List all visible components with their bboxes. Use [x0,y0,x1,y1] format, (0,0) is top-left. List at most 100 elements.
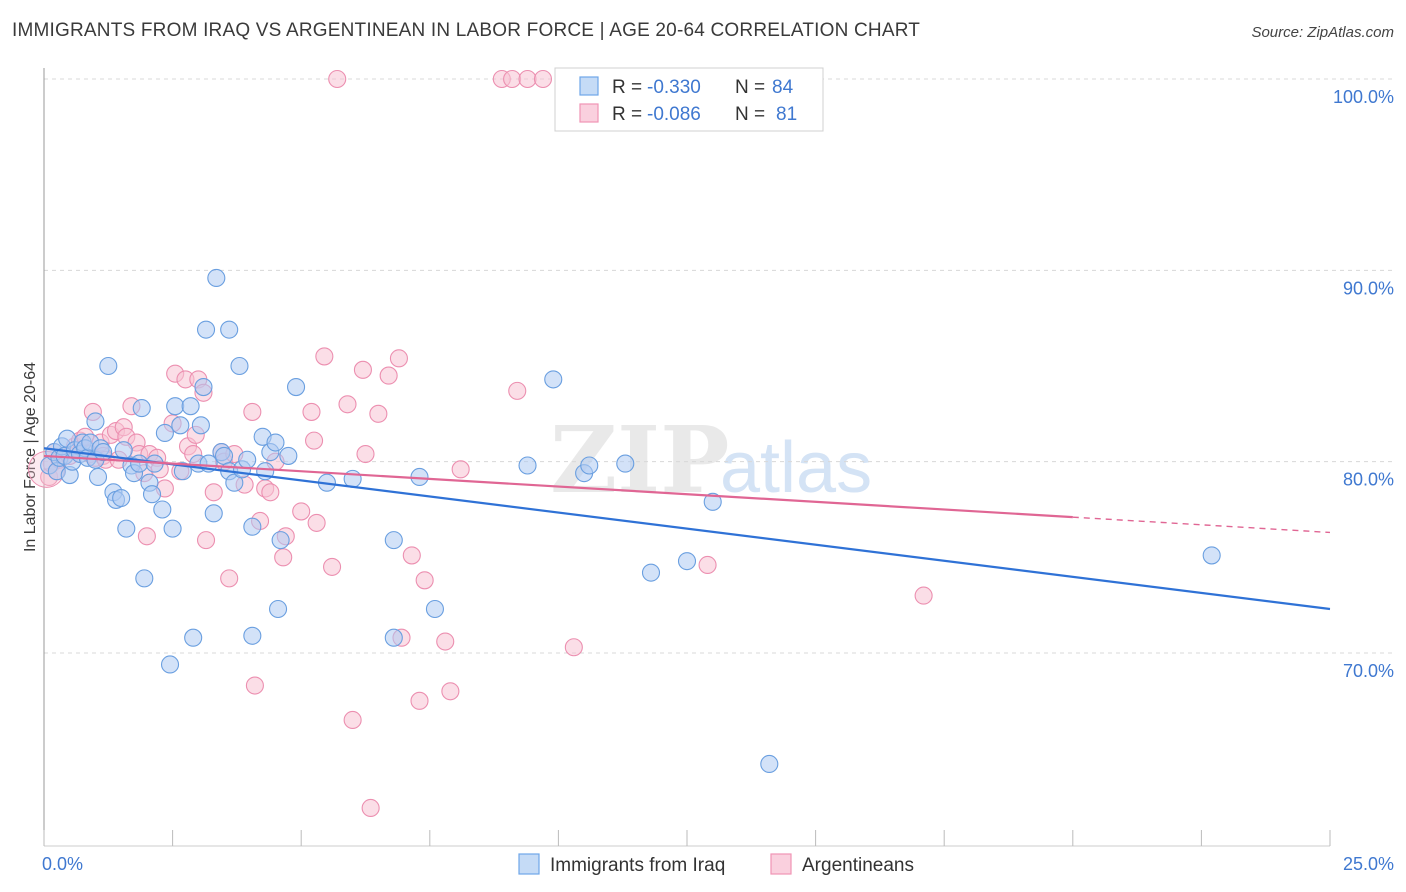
stats-legend-r-label-blue: R = [612,77,642,98]
point-iraq [425,599,444,619]
point-iraq [266,433,285,452]
point-iraq [238,450,257,469]
point-iraq [160,655,180,674]
y-tick-label: 90.0% [1343,278,1394,298]
chart-title: IMMIGRANTS FROM IRAQ VS ARGENTINEAN IN L… [12,20,921,41]
point-iraq [384,531,403,550]
point-argentineans [328,69,347,89]
point-iraq [214,446,234,465]
point-argentineans [564,638,583,657]
trend-line-argentineans [43,454,1073,519]
point-iraq [384,628,403,647]
point-iraq [271,531,290,550]
point-argentineans [914,586,933,605]
point-argentineans [307,513,326,532]
point-iraq [207,268,226,288]
point-argentineans [402,546,421,565]
point-argentineans [353,360,372,379]
series-legend: Immigrants from Iraq Argentineans [518,853,914,876]
point-argentineans [261,483,280,502]
trend-line-argentineans-extrapolated [1072,516,1331,534]
point-argentineans [305,431,324,450]
point-argentineans [137,527,156,546]
y-tick-label: 100.0% [1333,87,1394,107]
stats-legend-swatch-blue [579,76,599,96]
y-tick-label: 70.0% [1343,661,1394,681]
stats-legend-n-value-blue: 84 [772,77,794,98]
point-argentineans [356,444,375,464]
point-argentineans [369,404,388,423]
watermark-zip: ZIP [550,406,729,514]
point-iraq [181,397,200,416]
point-iraq [243,517,262,536]
point-iraq [142,485,162,504]
y-axis-label: In Labor Force | Age 20-64 [22,362,39,552]
point-iraq [135,569,154,588]
point-argentineans [503,69,522,89]
point-argentineans [245,676,264,695]
point-argentineans [323,557,342,576]
point-iraq [580,456,599,475]
point-iraq [204,504,223,523]
point-iraq [99,356,118,376]
point-iraq [641,563,661,582]
point-iraq [194,377,213,397]
point-argentineans [361,798,380,818]
x-ticks [43,830,1331,846]
point-iraq [114,441,133,460]
point-argentineans [315,347,334,366]
stats-legend-swatch-pink [579,103,599,123]
point-iraq [196,320,216,339]
point-argentineans [441,682,460,701]
point-iraq [191,416,210,435]
stats-legend-n-label-blue: N = [735,77,765,98]
stats-legend: R = -0.330 N = 84 R = -0.086 N = 81 [554,67,824,132]
point-argentineans [533,69,553,89]
point-argentineans [274,548,293,567]
point-argentineans [292,502,311,521]
trend-lines [43,447,1331,611]
point-iraq [279,446,298,465]
point-iraq [130,454,149,473]
point-iraq [703,492,722,511]
point-iraq [163,519,182,538]
point-iraq [269,599,288,619]
point-iraq [677,552,697,571]
point-argentineans [410,691,429,710]
y-tick-labels: 70.0% 80.0% 90.0% 100.0% [1333,87,1394,681]
legend-swatch-iraq [518,853,540,875]
point-argentineans [220,569,239,588]
point-argentineans [343,710,362,730]
point-iraq [760,754,779,774]
point-iraq [86,412,105,431]
trend-line-iraq [43,447,1331,611]
x-tick-label-min: 0.0% [42,854,83,874]
point-iraq [1202,546,1221,565]
point-argentineans [698,555,717,575]
point-argentineans [389,349,408,368]
point-iraq [155,423,174,443]
point-iraq [287,377,306,397]
legend-swatch-argentineans [770,853,792,875]
point-iraq [112,488,131,508]
stats-legend-r-label-pink: R = [612,104,642,125]
stats-legend-n-label-pink: N = [735,104,765,125]
point-argentineans [302,402,321,421]
point-argentineans [451,460,470,479]
watermark-atlas: atlas [720,428,872,508]
point-argentineans [204,483,223,502]
point-iraq [166,397,185,416]
stats-legend-n-value-pink: 81 [776,104,797,125]
point-iraq [616,454,635,473]
point-iraq [544,370,563,389]
point-iraq [243,626,262,645]
chart-source: Source: ZipAtlas.com [1251,24,1394,41]
point-argentineans [196,531,216,550]
y-tick-label: 80.0% [1343,470,1394,490]
point-iraq [220,320,239,339]
point-argentineans [508,381,527,400]
point-argentineans [518,69,537,89]
point-argentineans [436,632,455,651]
stats-legend-frame [554,67,824,132]
